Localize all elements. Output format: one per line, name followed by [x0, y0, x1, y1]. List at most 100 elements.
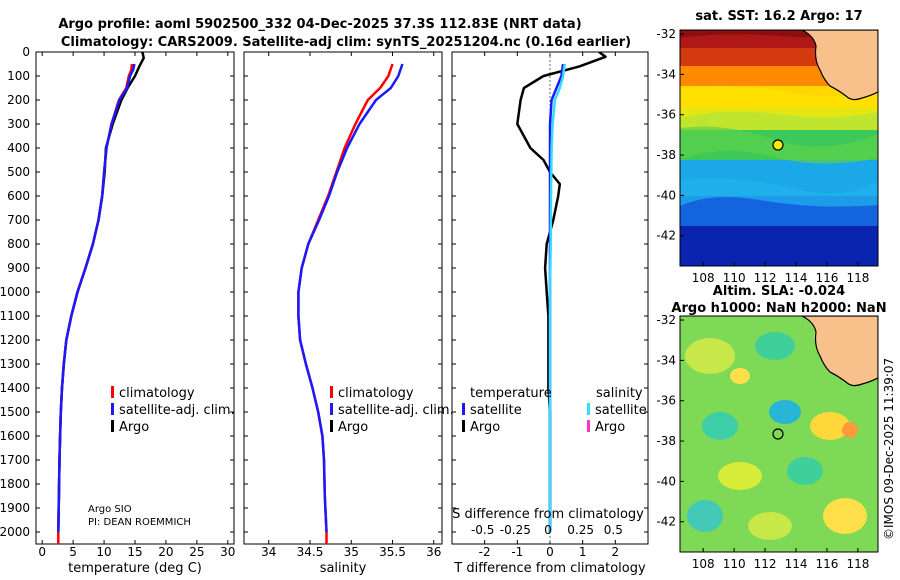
- x-tick-label: 34: [261, 545, 276, 559]
- map-x-tick-label: 110: [723, 557, 746, 571]
- sla-map-ticks: 108 110 112 114 116 118 -32 -34 -36 -38 -40 -42: [656, 313, 869, 571]
- x-tick-label: 35.5: [379, 545, 406, 559]
- series-line: [548, 63, 566, 532]
- x-tick-label: -2: [479, 545, 491, 559]
- legend-swatch-argo: [330, 420, 333, 432]
- x-tick-label: 5: [69, 545, 77, 559]
- salinity-legend: climatology satellite-adj. clim. Argo: [330, 386, 454, 435]
- depth-tick-label: 900: [7, 261, 30, 275]
- x-tick-label: 35: [344, 545, 359, 559]
- legend-s-argo: Argo: [595, 420, 625, 435]
- depth-tick-label: 100: [7, 69, 30, 83]
- sla-map: [679, 315, 879, 553]
- s-tick-label: 0: [544, 523, 552, 537]
- map-y-tick-label: -34: [656, 67, 676, 81]
- temperature-axes: [35, 51, 235, 545]
- map-x-tick-label: 112: [754, 557, 777, 571]
- s-tick-label: 0.25: [567, 523, 594, 537]
- map-x-tick-label: 108: [692, 557, 715, 571]
- map-y-tick-label: -34: [656, 353, 676, 367]
- salinity-xlabel: salinity: [320, 561, 367, 576]
- legend-swatch-satellite: [111, 403, 114, 415]
- depth-tick-label: 1500: [0, 405, 30, 419]
- series-line: [297, 63, 404, 533]
- legend-swatch-t-satellite: [462, 403, 465, 415]
- x-tick-label: 1: [579, 545, 587, 559]
- map-y-tick-label: -36: [656, 394, 676, 408]
- x-tick-label: 25: [189, 545, 204, 559]
- legend-title-salinity: salinity: [596, 386, 643, 401]
- figure-title-line1: Argo profile: aoml 5902500_332 04-Dec-20…: [58, 17, 581, 32]
- map-y-tick-label: -32: [656, 27, 676, 41]
- depth-tick-label: 1700: [0, 453, 30, 467]
- salinity-series: [297, 63, 404, 544]
- s-difference-label: S difference from climatology: [452, 507, 644, 522]
- temperature-legend: climatology satellite-adj. clim. Argo: [111, 386, 235, 435]
- legend-swatch-climatology: [330, 386, 333, 398]
- depth-tick-label: 0: [22, 45, 30, 59]
- x-tick-label: -1: [511, 545, 523, 559]
- map-y-tick-label: -42: [656, 229, 676, 243]
- depth-tick-label: 1000: [0, 285, 30, 299]
- depth-tick-label: 1300: [0, 357, 30, 371]
- map-y-tick-label: -40: [656, 474, 676, 488]
- sst-map: [679, 29, 879, 267]
- depth-tick-label: 1800: [0, 477, 30, 491]
- legend-swatch-t-argo: [462, 420, 465, 432]
- difference-series: [516, 52, 607, 544]
- depth-tick-label: 400: [7, 141, 30, 155]
- map-y-tick-label: -38: [656, 434, 676, 448]
- depth-tick-label: 200: [7, 93, 30, 107]
- map-y-tick-label: -32: [656, 313, 676, 327]
- legend-satellite: satellite-adj. clim.: [338, 403, 454, 418]
- legend-swatch-s-satellite: [587, 403, 590, 415]
- legend-title-temperature: temperature: [470, 386, 552, 401]
- map-x-tick-label: 110: [723, 271, 746, 285]
- s-tick-label: -0.25: [500, 523, 531, 537]
- map-x-tick-label: 118: [846, 271, 869, 285]
- sla-map-subtitle: Argo h1000: NaN h2000: NaN: [671, 301, 886, 316]
- legend-swatch-argo: [111, 420, 114, 432]
- legend-s-satellite: satellite: [595, 403, 647, 418]
- x-tick-label: 2: [612, 545, 620, 559]
- map-x-tick-label: 114: [785, 271, 808, 285]
- temperature-xlabel: temperature (deg C): [68, 561, 202, 576]
- map-y-tick-label: -36: [656, 108, 676, 122]
- map-x-tick-label: 108: [692, 271, 715, 285]
- x-tick-label: 0: [546, 545, 554, 559]
- legend-argo: Argo: [338, 420, 368, 435]
- series-line: [57, 63, 136, 533]
- map-y-tick-label: -38: [656, 148, 676, 162]
- map-y-tick-label: -40: [656, 188, 676, 202]
- sst-map-title: sat. SST: 16.2 Argo: 17: [695, 9, 862, 24]
- depth-tick-label: 1900: [0, 501, 30, 515]
- depth-tick-label: 1400: [0, 381, 30, 395]
- credit-argo: Argo SIO: [88, 504, 132, 515]
- credit-pi: PI: DEAN ROEMMICH: [88, 517, 191, 528]
- x-tick-label: 36: [426, 545, 441, 559]
- map-y-tick-label: -42: [656, 515, 676, 529]
- depth-tick-label: 800: [7, 237, 30, 251]
- legend-swatch-s-argo: [587, 420, 590, 432]
- legend-climatology: climatology: [338, 386, 414, 401]
- x-tick-label: 20: [158, 545, 173, 559]
- sst-argo-marker: [772, 139, 784, 151]
- legend-swatch-satellite: [330, 403, 333, 415]
- figure-title-line2: Climatology: CARS2009. Satellite-adj cli…: [61, 35, 631, 50]
- legend-argo: Argo: [119, 420, 149, 435]
- depth-tick-labels: 0 100 200 300 400 500 600 700 800 900 1000 1100 1200…: [0, 45, 30, 539]
- x-tick-label: 10: [96, 545, 111, 559]
- s-tick-label: 0.5: [604, 523, 623, 537]
- difference-legend: temperature salinity satellite Argo sate…: [462, 386, 647, 435]
- legend-climatology: climatology: [119, 386, 195, 401]
- depth-tick-label: 1100: [0, 309, 30, 323]
- map-x-tick-label: 114: [785, 557, 808, 571]
- x-tick-label: 30: [220, 545, 235, 559]
- map-x-tick-label: 118: [846, 557, 869, 571]
- legend-t-satellite: satellite: [470, 403, 522, 418]
- x-tick-label: 15: [127, 545, 142, 559]
- s-tick-label: -0.5: [471, 523, 494, 537]
- difference-xlabel: T difference from climatology: [453, 561, 646, 576]
- depth-tick-label: 1200: [0, 333, 30, 347]
